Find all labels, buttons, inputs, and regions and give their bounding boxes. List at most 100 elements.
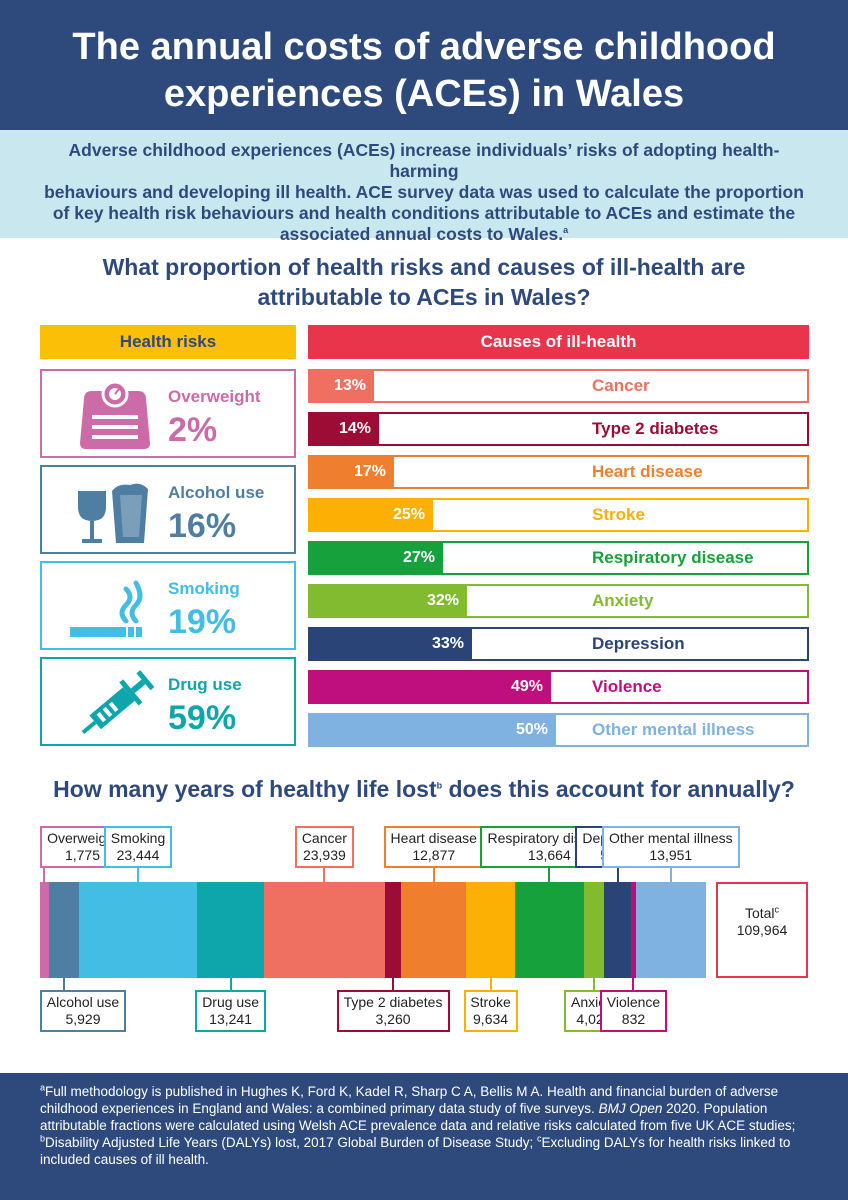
section-1-heading-line-2: attributable to ACEs in Wales? [257, 284, 591, 310]
cause-fill [310, 500, 433, 530]
dalys-label-name: Overweight [47, 830, 118, 846]
cause-name: Respiratory disease [592, 548, 754, 567]
cause-row-other-mental-illness: 50% Other mental illness [308, 713, 809, 747]
dalys-label-other-mental-illness: Other mental illness 13,951 [601, 826, 740, 868]
dalys-tick-other-mental-illness [669, 868, 672, 882]
cause-row-type-2-diabetes: 14% Type 2 diabetes [308, 412, 809, 446]
intro-line-3: of key health risk behaviours and health… [52, 203, 796, 223]
cause-percent: 49% [510, 678, 543, 695]
cause-name: Depression [592, 634, 685, 653]
intro-text: Adverse childhood experiences (ACEs) inc… [0, 130, 848, 244]
footnote-c-text: Excluding DALYs for health risks linked … [40, 1135, 791, 1167]
dalys-tick-violence [632, 978, 635, 992]
cigarette-icon [70, 580, 143, 637]
bar-segment-drug-use [197, 882, 265, 978]
cause-name: Type 2 diabetes [592, 419, 719, 438]
cause-fill [310, 371, 374, 401]
cause-row-violence: 49% Violence [308, 670, 809, 704]
bar-segment-stroke [466, 882, 516, 978]
dalys-label-name: Type 2 diabetes [343, 994, 443, 1010]
footnote-a-text: Full methodology is published in Hughes … [40, 1084, 779, 1116]
dalys-label-name: Heart disease [390, 830, 477, 846]
section-2-footnote-mark: b [436, 780, 443, 791]
footnote-a-text-post: 2020. Population attributable fractions … [40, 1101, 796, 1133]
scale-icon [80, 381, 150, 449]
intro-line-1: Adverse childhood experiences (ACEs) inc… [68, 140, 780, 181]
dalys-label-name: Stroke [470, 994, 511, 1010]
dalys-tick-respiratory-disease [548, 868, 551, 882]
cause-row-depression: 33% Depression [308, 627, 809, 661]
intro-line-4-text: associated annual costs to Wales. [279, 224, 564, 244]
dalys-tick-heart-disease [432, 868, 435, 882]
dalys-label-name: Drug use [202, 994, 259, 1010]
cause-fill [310, 414, 379, 444]
page-title-line-1: The annual costs of adverse childhood [72, 26, 776, 68]
total-value: 109,964 [736, 922, 788, 938]
dalys-label-name: Smoking [110, 830, 166, 846]
risk-name: Overweight [168, 387, 261, 406]
dalys-label-name: Cancer [301, 830, 347, 846]
footnote-b-text: Disability Adjusted Life Years (DALYs) l… [45, 1135, 538, 1150]
bar-segment-anxiety [583, 882, 605, 978]
drinks-icon [78, 483, 148, 543]
cause-name: Violence [592, 677, 662, 696]
risk-name: Drug use [168, 675, 242, 694]
dalys-tick-drug-use [229, 978, 232, 992]
dalys-label-type-2-diabetes: Type 2 diabetes 3,260 [336, 990, 450, 1032]
syringe-icon [81, 670, 155, 735]
dalys-tick-smoking [137, 868, 140, 882]
dalys-label-name: Other mental illness [608, 830, 733, 846]
risk-card-overweight: Overweight 2% [40, 369, 296, 458]
dalys-label-drug-use: Drug use 13,241 [195, 990, 267, 1032]
footnote-b-mark: b [40, 1133, 46, 1144]
health-risks-heading: Health risks [40, 325, 296, 359]
dalys-tick-stroke [489, 978, 492, 992]
dalys-label-value: 832 [621, 1011, 646, 1027]
section-1-heading-line-1: What proportion of health risks and caus… [102, 254, 746, 280]
risk-name: Alcohol use [168, 483, 265, 502]
bar-segment-heart-disease [401, 882, 467, 978]
cause-percent: 33% [431, 635, 464, 652]
bar-segment-depression [604, 882, 632, 978]
dalys-label-value: 23,444 [116, 847, 160, 863]
cause-percent: 25% [392, 506, 425, 523]
bar-segment-other-mental-illness [635, 882, 707, 978]
cause-percent: 32% [426, 592, 459, 609]
section-2-heading: How many years of healthy life lostb doe… [0, 776, 848, 803]
dalys-tick-anxiety [592, 978, 595, 992]
bar-segment-type-2-diabetes [384, 882, 402, 978]
intro-footnote-mark: a [563, 225, 569, 236]
footnote-journal: BMJ Open [598, 1101, 663, 1116]
bar-segment-alcohol-use [48, 882, 80, 978]
dalys-label-value: 5,929 [65, 1011, 101, 1027]
cause-row-anxiety: 32% Anxiety [308, 584, 809, 618]
cause-fill [310, 629, 472, 659]
cause-percent: 14% [338, 420, 371, 437]
footnote-a-mark: a [40, 1082, 46, 1093]
dalys-label-stroke: Stroke 9,634 [463, 990, 518, 1032]
dalys-stacked-bar [40, 882, 707, 978]
dalys-tick-cancer [323, 868, 326, 882]
risk-name: Smoking [168, 579, 240, 598]
dalys-label-value: 13,664 [527, 847, 571, 863]
cause-name: Cancer [592, 376, 650, 395]
bar-segment-respiratory-disease [514, 882, 585, 978]
causes-heading: Causes of ill-health [308, 325, 809, 359]
cause-row-respiratory-disease: 27% Respiratory disease [308, 541, 809, 575]
dalys-tick-type-2-diabetes [392, 978, 395, 992]
total-box: Totalc 109,964 [716, 882, 808, 978]
cause-name: Stroke [592, 505, 645, 524]
dalys-label-name: Violence [606, 994, 661, 1010]
footnotes: aFull methodology is published in Hughes… [0, 1073, 848, 1200]
footnote-c-mark: c [537, 1133, 542, 1144]
section-2-heading-post: does this account for annually? [442, 776, 795, 802]
risk-card-alcohol: Alcohol use 16% [40, 465, 296, 554]
cause-fill [310, 672, 551, 702]
dalys-tick-overweight [43, 868, 46, 882]
cause-fill [310, 715, 556, 745]
dalys-label-value: 1,775 [64, 847, 101, 863]
cause-row-cancer: 13% Cancer [308, 369, 809, 403]
section-1-heading: What proportion of health risks and caus… [0, 252, 848, 312]
cause-name: Anxiety [592, 591, 654, 610]
dalys-label-value: 13,951 [649, 847, 693, 863]
